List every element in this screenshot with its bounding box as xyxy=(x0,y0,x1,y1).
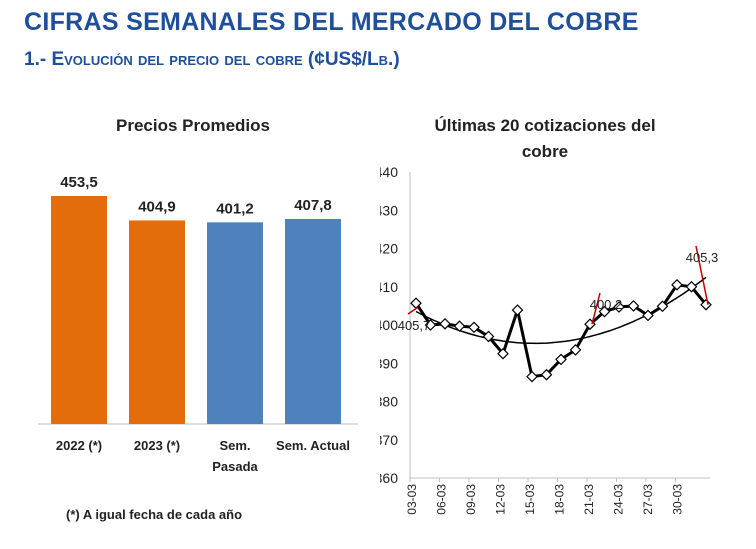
y-tick-label: 420 xyxy=(380,241,398,257)
data-point xyxy=(671,278,683,291)
data-point xyxy=(439,318,451,330)
y-tick-label: 410 xyxy=(380,279,398,295)
y-tick-label: 430 xyxy=(380,202,398,218)
data-point xyxy=(540,368,553,381)
data-point xyxy=(642,309,654,322)
line-chart-title: cobre xyxy=(522,142,568,161)
data-point xyxy=(468,321,480,334)
y-tick-label: 390 xyxy=(380,355,398,371)
bar-category-label: Sem. Actual xyxy=(276,438,350,453)
line-chart-last-20-quotes: Últimas 20 cotizaciones del cobre 360 370 38… xyxy=(380,116,719,515)
bar-category-label: Sem. xyxy=(219,438,250,453)
annotation-arrow xyxy=(591,292,601,325)
data-point xyxy=(613,301,625,313)
bar-3 xyxy=(207,222,263,424)
bar-4 xyxy=(285,218,341,424)
data-point xyxy=(627,300,640,312)
x-tick-label: 09-03 xyxy=(464,484,478,515)
y-tick-label: 360 xyxy=(380,470,398,486)
data-point xyxy=(569,344,582,356)
data-point xyxy=(555,353,567,366)
bar-value-label: 453,5 xyxy=(60,174,98,191)
annotation-label: 400,2 xyxy=(590,297,623,312)
data-point xyxy=(526,370,538,383)
x-tick-label: 18-03 xyxy=(553,484,567,515)
data-point xyxy=(453,320,466,332)
x-tick-label: 21-03 xyxy=(582,484,596,515)
annotation-label: 405,3 xyxy=(686,250,719,265)
bar-value-label: 401,2 xyxy=(216,200,254,217)
data-point xyxy=(482,330,495,343)
y-tick-label: 440 xyxy=(380,164,398,180)
bar-chart-title: Precios Promedios xyxy=(116,116,270,135)
y-tick-label: 370 xyxy=(380,432,398,448)
annotation-arrow xyxy=(695,245,709,305)
data-point xyxy=(685,280,698,293)
footnote: (*) A igual fecha de cada año xyxy=(66,507,243,522)
x-tick-label: 15-03 xyxy=(523,484,537,515)
data-point xyxy=(656,300,669,313)
x-tick-label: 27-03 xyxy=(641,484,655,515)
annotation-label: 405,7 xyxy=(398,318,431,333)
x-tick-label: 24-03 xyxy=(612,484,626,515)
bar-2 xyxy=(129,220,185,424)
page-subtitle: 1.- Evolución del precio del cobre (¢US$… xyxy=(24,49,400,70)
bar-category-label: 2022 (*) xyxy=(56,438,102,453)
y-tick-label: 380 xyxy=(380,394,398,410)
annotation-arrow xyxy=(407,306,419,315)
x-tick-label: 12-03 xyxy=(494,484,508,515)
bar-category-label: 2023 (*) xyxy=(134,438,180,453)
data-point xyxy=(511,304,524,316)
line-chart-title: Últimas 20 cotizaciones del xyxy=(434,116,655,135)
x-tick-label: 03-03 xyxy=(405,484,419,515)
data-point xyxy=(700,298,712,311)
bar-value-label: 407,8 xyxy=(294,197,332,214)
bar-value-label: 404,9 xyxy=(138,198,176,215)
y-tick-label: 400 xyxy=(380,317,398,333)
data-point xyxy=(497,347,509,360)
page-title: CIFRAS SEMANALES DEL MERCADO DEL COBRE xyxy=(24,8,639,36)
bar-chart-average-prices: Precios Promedios 453,5 2022 (*) 404,9 2023 … xyxy=(38,116,358,474)
data-point xyxy=(598,305,611,318)
x-tick-label: 30-03 xyxy=(671,484,685,515)
bar-1 xyxy=(51,196,107,424)
bar-category-label: Pasada xyxy=(212,459,258,474)
x-tick-label: 06-03 xyxy=(435,484,449,515)
data-point xyxy=(424,319,437,331)
